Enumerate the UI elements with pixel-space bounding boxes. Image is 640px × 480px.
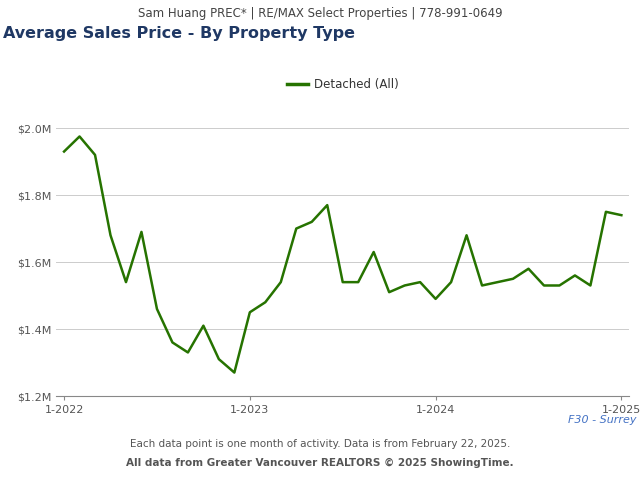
Text: Average Sales Price - By Property Type: Average Sales Price - By Property Type [3, 26, 355, 41]
Text: Each data point is one month of activity. Data is from February 22, 2025.: Each data point is one month of activity… [130, 439, 510, 449]
Legend: Detached (All): Detached (All) [282, 73, 403, 96]
Text: All data from Greater Vancouver REALTORS © 2025 ShowingTime.: All data from Greater Vancouver REALTORS… [126, 458, 514, 468]
Text: F30 - Surrey: F30 - Surrey [568, 415, 637, 425]
Text: Sam Huang PREC* | RE/MAX Select Properties | 778-991-0649: Sam Huang PREC* | RE/MAX Select Properti… [138, 7, 502, 20]
